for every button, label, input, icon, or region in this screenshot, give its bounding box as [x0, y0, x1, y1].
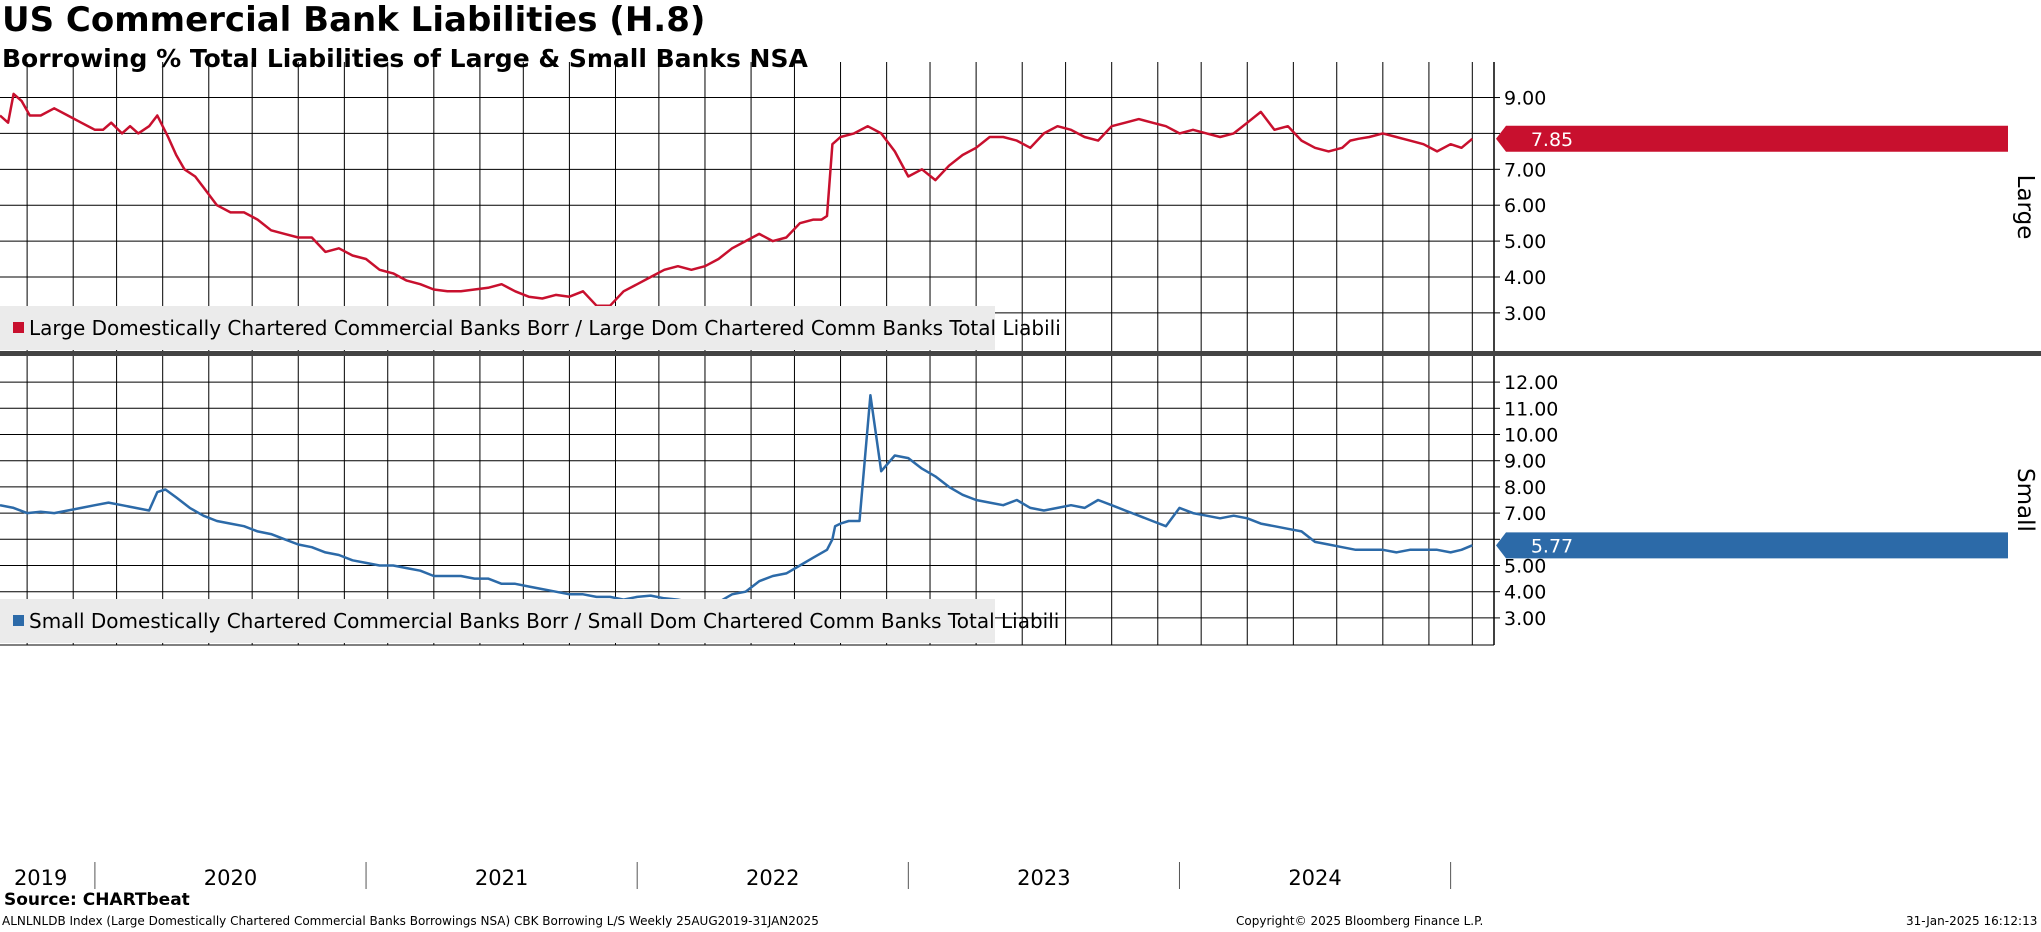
- large-y-tick-label: 6.00: [1504, 195, 1546, 217]
- large-legend-text: Large Domestically Chartered Commercial …: [29, 316, 1061, 340]
- small-y-tick-label: 11.00: [1504, 398, 1558, 420]
- panel-divider: [0, 351, 2041, 356]
- small-y-tick-label: 7.00: [1504, 503, 1546, 525]
- x-tick-label: 2019: [14, 866, 67, 890]
- small-last-value-tag: 5.77: [1496, 532, 2008, 559]
- small-y-tick-label: 3.00: [1504, 608, 1546, 630]
- small-y-axis-label: Small: [2012, 468, 2038, 532]
- small-series-line: [0, 393, 1473, 605]
- footer-timestamp: 31-Jan-2025 16:12:13: [1906, 914, 2038, 928]
- x-tick-label: 2023: [1017, 866, 1070, 890]
- chart-subtitle: Borrowing % Total Liabilities of Large &…: [2, 44, 808, 73]
- chart-title: US Commercial Bank Liabilities (H.8): [2, 0, 706, 40]
- small-legend-box: [0, 599, 995, 643]
- large-legend-box: [0, 306, 995, 350]
- small-y-tick-label: 10.00: [1504, 425, 1558, 447]
- small-last-value-text: 5.77: [1531, 535, 1573, 557]
- x-tick-label: 2024: [1288, 866, 1341, 890]
- large-y-axis-label: Large: [2012, 175, 2038, 240]
- large-y-tick-label: 4.00: [1504, 267, 1546, 289]
- small-y-tick-label: 8.00: [1504, 477, 1546, 499]
- x-tick-label: 2022: [746, 866, 799, 890]
- small-last-value-box: [1496, 532, 2008, 559]
- large-y-tick-label: 3.00: [1504, 303, 1546, 325]
- x-tick-label: 2021: [475, 866, 528, 890]
- large-series-line: [0, 92, 1474, 307]
- large-last-value-box: [1496, 125, 2008, 152]
- small-y-tick-label: 12.00: [1504, 372, 1558, 394]
- footer-copyright: Copyright© 2025 Bloomberg Finance L.P.: [1236, 914, 1484, 928]
- small-legend-swatch: [13, 615, 24, 626]
- small-legend-text: Small Domestically Chartered Commercial …: [29, 609, 1059, 633]
- x-tick-label: 2020: [204, 866, 257, 890]
- small-y-tick-label: 5.00: [1504, 556, 1546, 578]
- large-y-tick-label: 9.00: [1504, 88, 1546, 110]
- source-note: Source: CHARTbeat: [4, 890, 190, 910]
- legend-layer: Large Domestically Chartered Commercial …: [0, 306, 1061, 643]
- large-legend-swatch: [13, 322, 24, 333]
- large-last-value-tag: 7.85: [1496, 125, 2008, 152]
- large-y-tick-label: 7.00: [1504, 159, 1546, 181]
- series-layer: [0, 92, 1474, 605]
- large-y-tick-label: 5.00: [1504, 231, 1546, 253]
- large-last-value-text: 7.85: [1531, 129, 1573, 151]
- footer-ticker: ALNLNLDB Index (Large Domestically Chart…: [2, 914, 819, 928]
- axis-layer: 9.00 8.00 7.00 6.00 5.00 4.00 3.00 Large 7.85 12.…: [0, 62, 2041, 890]
- small-y-tick-label: 4.00: [1504, 582, 1546, 604]
- small-y-tick-label: 9.00: [1504, 451, 1546, 473]
